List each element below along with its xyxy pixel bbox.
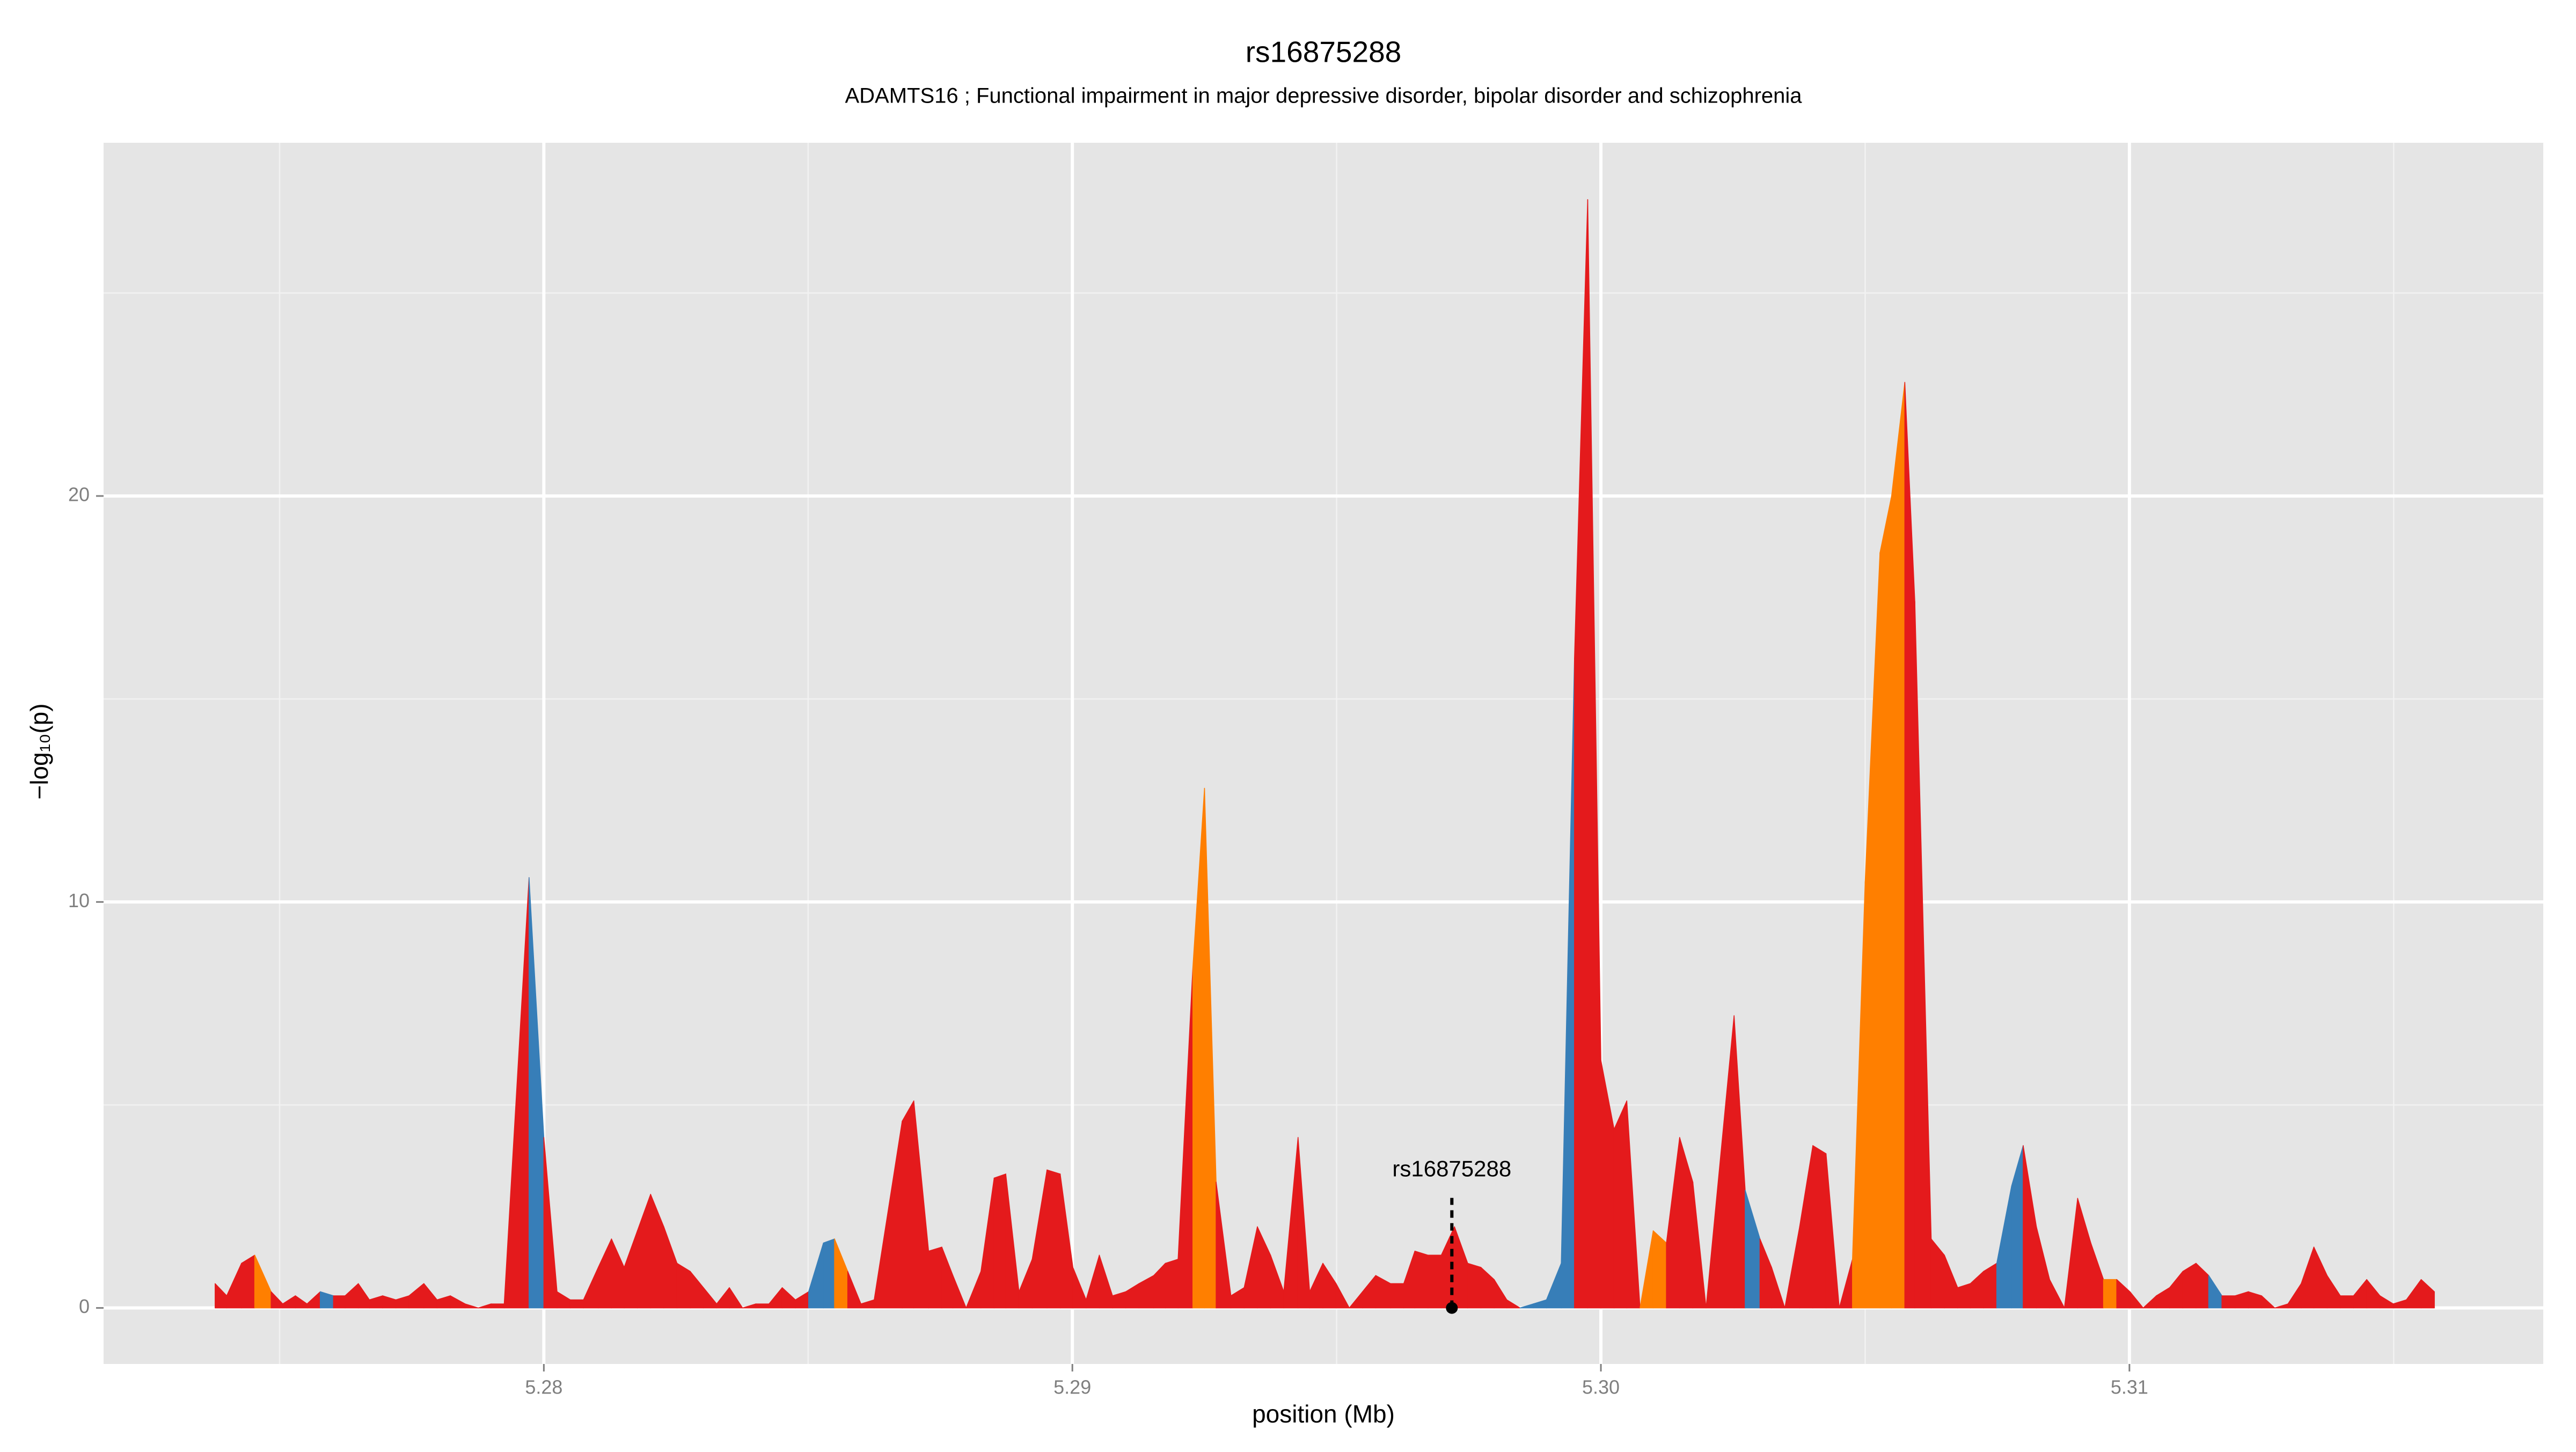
- area-segment: [1467, 1263, 1482, 1309]
- chart-subtitle: ADAMTS16 ; Functional impairment in majo…: [845, 84, 1802, 108]
- x-tick-label: 5.31: [2111, 1376, 2148, 1398]
- annotation-point: [1446, 1302, 1458, 1314]
- area-segment: [1506, 1299, 1521, 1309]
- area-segment: [755, 1303, 770, 1309]
- area-segment: [491, 1303, 505, 1309]
- area-segment: [2182, 1263, 2197, 1309]
- area-segment: [2261, 1295, 2275, 1309]
- area-segment: [1891, 382, 1906, 1309]
- area-segment: [928, 1246, 942, 1309]
- plot-panel: [104, 143, 2543, 1364]
- area-segment: [1812, 1145, 1827, 1309]
- area-segment: [1046, 1169, 1061, 1309]
- y-tick-label: 20: [68, 484, 90, 506]
- area-segment: [1414, 1250, 1429, 1309]
- area-segment: [729, 1287, 743, 1309]
- area-segment: [1957, 1283, 1971, 1309]
- area-segment: [1390, 1283, 1404, 1309]
- y-axis-title: −log₁₀(p): [25, 703, 53, 799]
- area-segment: [2049, 1279, 2065, 1309]
- area-segment: [1692, 1181, 1707, 1309]
- area-segment: [464, 1303, 479, 1309]
- x-tick-label: 5.30: [1582, 1376, 1620, 1398]
- marks: rs16875288: [215, 199, 2435, 1314]
- area-segment: [1613, 1100, 1628, 1309]
- area-segment: [1335, 1283, 1350, 1309]
- area-segment: [569, 1299, 584, 1309]
- area-segment: [993, 1173, 1006, 1309]
- area-segment: [2221, 1295, 2236, 1309]
- annotation-label: rs16875288: [1392, 1156, 1511, 1181]
- area-segment: [1983, 1263, 1997, 1309]
- area-segment: [676, 1263, 691, 1309]
- area-segment: [1825, 1153, 1840, 1309]
- x-tick-label: 5.28: [525, 1376, 562, 1398]
- area-segment: [2129, 1291, 2144, 1309]
- area-segment: [2420, 1279, 2435, 1309]
- chart-title: rs16875288: [1246, 35, 1402, 69]
- area-segment: [2340, 1295, 2354, 1309]
- area-segment: [823, 1238, 835, 1309]
- x-axis-title: position (Mb): [1252, 1400, 1395, 1428]
- area-segment: [1879, 495, 1892, 1309]
- area-segment: [2103, 1279, 2117, 1309]
- x-tick-label: 5.29: [1053, 1376, 1091, 1398]
- area-segment: [1165, 1259, 1179, 1309]
- area-segment: [1771, 1267, 1785, 1309]
- tick-labels: 5.28 5.29 5.30 5.31 0 10 20: [68, 484, 2148, 1398]
- area-segment: [241, 1254, 255, 1309]
- y-tick-label: 0: [79, 1295, 90, 1317]
- y-tick-label: 10: [68, 889, 90, 911]
- area-segment: [902, 1100, 914, 1309]
- area-segment: [333, 1295, 346, 1309]
- area-segment: [1428, 1254, 1442, 1309]
- area-segment: [1652, 1230, 1667, 1309]
- area-segment: [1626, 1100, 1641, 1309]
- area-segment: [952, 1275, 967, 1309]
